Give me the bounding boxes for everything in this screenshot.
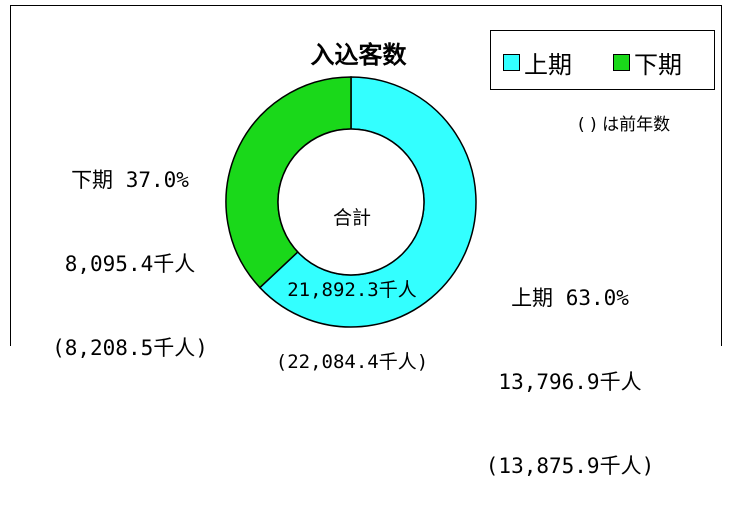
legend-item-first-half: 上期 — [503, 45, 572, 80]
data-label-second-half-line2: 8,095.4千人 — [64, 252, 196, 276]
previous-year-note: ( ) は前年数 — [578, 115, 671, 135]
data-label-first-half-line2: 13,796.9千人 — [498, 370, 642, 394]
legend-swatch-second-half — [613, 54, 630, 71]
data-label-second-half: 下期 37.0% 8,095.4千人 (8,208.5千人) — [30, 110, 230, 390]
donut-chart — [225, 76, 477, 328]
center-total-line2: 21,892.3千人 — [287, 279, 417, 301]
center-total-label: 合計 21,892.3千人 (22,084.4千人) — [252, 158, 452, 398]
chart-title: 入込客数 — [310, 41, 407, 69]
data-label-first-half-line1: 上期 63.0% — [511, 286, 629, 310]
center-total-line1: 合計 — [332, 207, 371, 229]
legend-item-second-half: 下期 — [613, 45, 682, 80]
donut-hole — [277, 128, 425, 276]
data-label-second-half-line3: (8,208.5千人) — [52, 336, 208, 360]
legend-label-second-half: 下期 — [634, 51, 682, 79]
center-total-line3: (22,084.4千人) — [275, 351, 429, 373]
data-label-first-half-line3: (13,875.9千人) — [485, 454, 655, 478]
data-label-second-half-line1: 下期 37.0% — [71, 168, 189, 192]
data-label-first-half: 上期 63.0% 13,796.9千人 (13,875.9千人) — [470, 228, 670, 508]
legend-swatch-first-half — [503, 54, 520, 71]
chart-legend: 上期 下期 — [490, 30, 715, 90]
legend-label-first-half: 上期 — [524, 51, 572, 79]
